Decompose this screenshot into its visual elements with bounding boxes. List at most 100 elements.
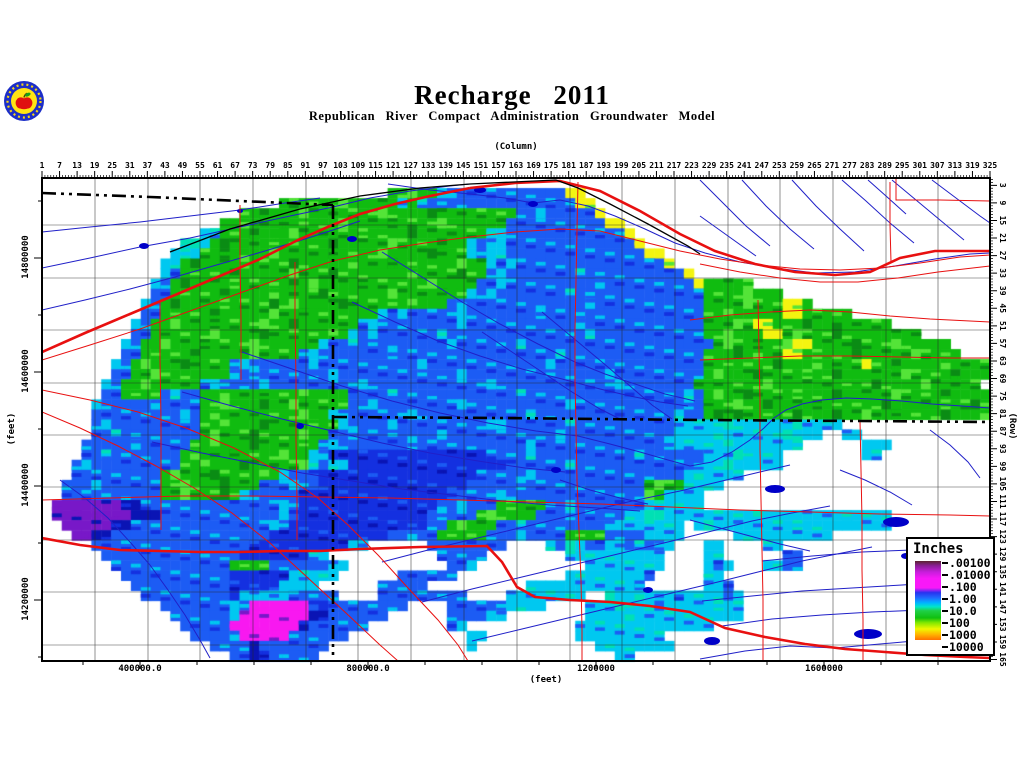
row-tick-label: 153 [998, 617, 1007, 632]
river-line [42, 220, 361, 311]
bottom-axis-ticks [82, 661, 939, 669]
column-tick-label: 103 [333, 161, 348, 170]
legend-item: 1.00 [942, 592, 977, 606]
legend-item: .01000 [942, 568, 991, 582]
legend-tick [942, 622, 948, 624]
road-line [889, 182, 892, 263]
river-line [577, 397, 990, 467]
column-tick-label: 211 [649, 161, 664, 170]
river-line [381, 464, 791, 563]
column-tick-label: 151 [474, 161, 489, 170]
legend-color-bar [915, 561, 941, 640]
lake [643, 587, 653, 593]
bottom-tick-label: 1600000 [805, 664, 843, 674]
legend-tick [942, 586, 948, 588]
legend-title: Inches [913, 541, 964, 557]
page-title: Recharge 2011 [414, 80, 610, 110]
bottom-tick-label: 400000.0 [118, 664, 162, 674]
legend-value: 10.0 [949, 604, 977, 618]
column-tick-label: 43 [160, 161, 170, 170]
column-tick-label: 139 [439, 161, 454, 170]
column-tick-label: 295 [895, 161, 910, 170]
legend-item: .100 [942, 580, 977, 594]
road-line [859, 419, 864, 661]
legend-value: 1000 [949, 628, 977, 642]
column-tick-label: 163 [509, 161, 524, 170]
seal-ring-dots [6, 83, 42, 119]
column-tick-label: 25 [107, 161, 117, 170]
column-tick-label: 241 [737, 161, 752, 170]
legend-item: .00100 [942, 556, 991, 570]
road-line [239, 205, 242, 380]
state-boundary-line [332, 415, 990, 424]
column-tick-label: 223 [684, 161, 699, 170]
column-tick-label: 55 [195, 161, 205, 170]
row-tick-label: 117 [998, 512, 1007, 527]
column-tick-label: 175 [544, 161, 559, 170]
legend-tick [942, 574, 948, 576]
bottom-axis-caption: (feet) [529, 675, 563, 685]
legend-tick [942, 634, 948, 636]
lake [704, 637, 720, 645]
river-line [541, 311, 673, 420]
row-tick-label: 75 [998, 391, 1007, 401]
legend-tick [942, 610, 948, 612]
column-tick-label: 229 [702, 161, 717, 170]
river-line [839, 469, 913, 506]
column-tick-label: 79 [265, 161, 275, 170]
river-line [42, 197, 321, 233]
column-major-ticks [41, 171, 991, 178]
column-tick-label: 157 [491, 161, 506, 170]
row-tick-label: 3 [998, 183, 1007, 188]
row-tick-label: 39 [998, 286, 1007, 296]
road-line [42, 228, 990, 361]
column-tick-label: 193 [597, 161, 612, 170]
row-tick-label: 147 [998, 600, 1007, 615]
river-line [699, 215, 757, 257]
apple-leaf-icon [24, 92, 31, 97]
legend-item: 10.0 [942, 604, 977, 618]
road-line [574, 181, 583, 661]
left-tick-label: 14800000 [21, 235, 31, 279]
column-tick-label: 247 [755, 161, 770, 170]
river-line [387, 183, 990, 274]
row-tick-label: 165 [998, 652, 1007, 667]
column-tick-label: 85 [283, 161, 293, 170]
left-axis-ticks [34, 200, 42, 658]
river-line [241, 351, 579, 437]
row-tick-label: 105 [998, 477, 1007, 492]
road-line [294, 262, 298, 540]
river-line [471, 546, 873, 642]
column-tick-label: 133 [421, 161, 436, 170]
row-tick-label: 129 [998, 547, 1007, 562]
column-tick-label: 13 [72, 161, 82, 170]
legend-tick [942, 598, 948, 600]
legend-tick [942, 562, 948, 564]
legend-value: 100 [949, 616, 970, 630]
column-tick-label: 19 [90, 161, 100, 170]
column-tick-label: 253 [772, 161, 787, 170]
row-tick-label: 45 [998, 303, 1007, 313]
highway-line [469, 179, 990, 277]
lake [347, 236, 357, 242]
column-tick-label: 277 [842, 161, 857, 170]
column-tick-label: 205 [632, 161, 647, 170]
column-tick-label: 283 [860, 161, 875, 170]
row-tick-label: 15 [998, 216, 1007, 226]
legend-value: .00100 [949, 556, 991, 570]
column-tick-label: 181 [561, 161, 576, 170]
row-tick-label: 93 [998, 444, 1007, 454]
column-tick-label: 73 [248, 161, 258, 170]
row-tick-label: 123 [998, 529, 1007, 544]
column-minor-ticks [44, 175, 988, 178]
row-tick-label: 57 [998, 339, 1007, 349]
lake [296, 423, 304, 429]
row-tick-label: 27 [998, 251, 1007, 261]
apple-icon [17, 99, 31, 110]
lake [139, 243, 149, 249]
road-line [42, 495, 990, 517]
river-line [559, 479, 649, 505]
river-line [381, 251, 696, 402]
column-tick-label: 145 [456, 161, 471, 170]
bottom-tick-label: 1200000 [577, 664, 615, 674]
